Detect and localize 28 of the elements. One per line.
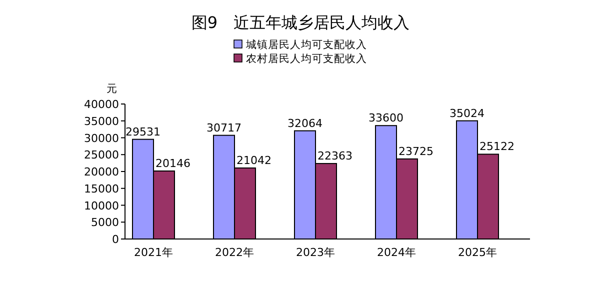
x-tick-label: 2024年 <box>377 246 416 259</box>
y-tick-label: 10000 <box>84 199 119 212</box>
x-tick-label: 2023年 <box>296 246 335 259</box>
y-tick-label: 15000 <box>84 182 119 196</box>
data-label: 32064 <box>288 116 322 130</box>
data-label: 20146 <box>156 157 190 170</box>
legend-label: 农村居民人均可支配收入 <box>246 52 367 65</box>
data-label: 23725 <box>398 144 434 158</box>
data-label: 25122 <box>480 140 514 154</box>
data-label: 33600 <box>368 112 404 125</box>
y-tick-label: 30000 <box>84 132 119 145</box>
legend-label: 城镇居民人均可支配收入 <box>245 38 367 51</box>
data-label: 29531 <box>126 125 160 138</box>
data-label: 35024 <box>450 106 484 120</box>
y-axis-title: 元 <box>106 83 118 95</box>
data-label: 22363 <box>318 150 352 163</box>
y-tick-label: 25000 <box>84 148 119 162</box>
chart-title: 图9 近五年城乡居民人均收入 <box>191 13 410 32</box>
data-label: 30717 <box>206 121 242 134</box>
x-tick-label: 2022年 <box>215 246 254 259</box>
y-tick-label: 20000 <box>84 166 119 178</box>
x-tick-label: 2025年 <box>458 246 497 259</box>
y-tick-label: 5000 <box>91 216 119 230</box>
data-label: 21042 <box>236 154 272 167</box>
y-tick-label: 40000 <box>84 98 119 111</box>
y-tick-label: 35000 <box>84 114 119 128</box>
x-tick-label: 2021年 <box>134 246 173 259</box>
y-tick-label: 0 <box>112 233 119 246</box>
